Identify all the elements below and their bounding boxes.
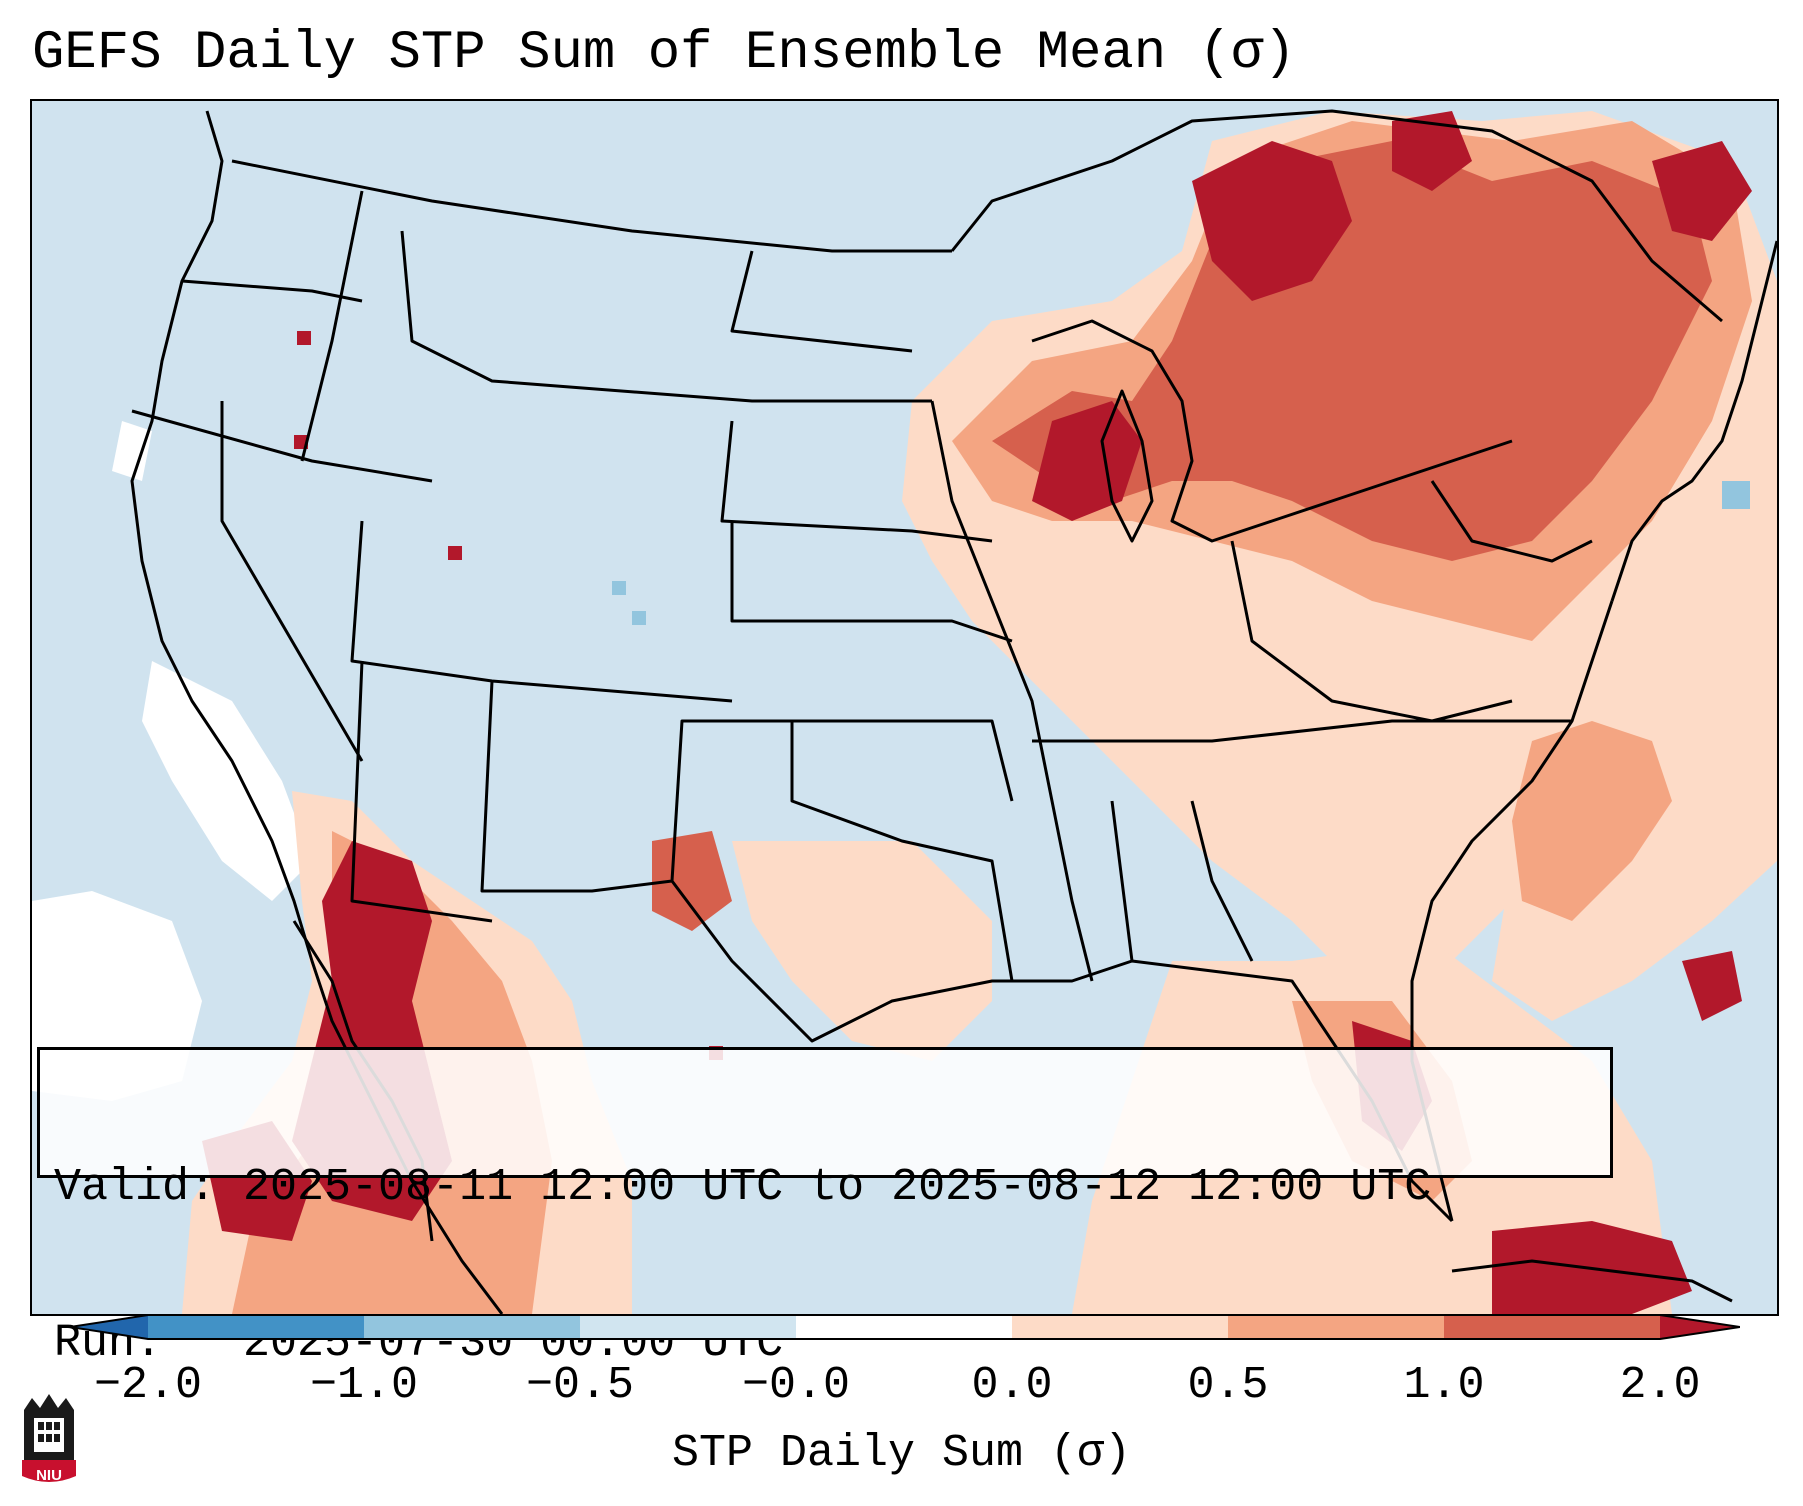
valid-time-text: Valid: 2025-08-11 12:00 UTC to 2025-08-1… — [54, 1162, 1432, 1213]
canada-border-west — [231, 159, 952, 253]
colorbar-segment — [1228, 1315, 1444, 1339]
colorbar-segment — [148, 1315, 364, 1339]
state-line-ny-pa — [1430, 480, 1593, 563]
state-line-nv — [220, 401, 364, 762]
tick-label: −2.0 — [93, 1360, 203, 1411]
anomaly-negative-colorado — [612, 581, 626, 595]
canada-border-east — [950, 109, 1723, 323]
state-line-ne-ks — [720, 420, 993, 543]
anomaly-maine-max — [1652, 141, 1752, 241]
colorbar — [69, 1314, 1741, 1340]
anomaly-field-layer — [32, 111, 1777, 1314]
niu-logo-icon — [22, 1394, 76, 1482]
tick-label: −0.5 — [525, 1360, 635, 1411]
state-line-tn-nc — [1032, 719, 1572, 743]
tick-label: −0.0 — [741, 1360, 851, 1411]
state-line-ca-or — [131, 409, 433, 483]
atlantic-northeast-coast — [1610, 240, 1777, 602]
near-zero-coast — [112, 421, 152, 481]
niu-logo-text: NIU — [36, 1467, 62, 1484]
valid-run-info-box: Valid: 2025-08-11 12:00 UTC to 2025-08-1… — [37, 1047, 1613, 1369]
colorbar-segment — [796, 1315, 1012, 1339]
lake-michigan — [1100, 389, 1154, 543]
state-line-az-nm — [350, 660, 493, 923]
anomaly-dot-idaho — [297, 331, 311, 345]
niu-logo: NIU — [20, 1390, 78, 1486]
colorbar-extend-high — [1660, 1315, 1740, 1339]
anomaly-atlantic-high — [1682, 951, 1742, 1021]
state-line-mississippi-river — [930, 400, 1094, 982]
tick-label: 2.0 — [1619, 1360, 1701, 1411]
state-line-al-ms — [1110, 800, 1134, 962]
tick-label: 1.0 — [1403, 1360, 1485, 1411]
state-line-ok-tx — [792, 719, 1014, 802]
state-line-id — [300, 190, 364, 462]
great-lakes-shore — [1031, 319, 1513, 543]
colorbar-segment — [1444, 1315, 1660, 1339]
anomaly-atlantic-mid — [1512, 721, 1672, 921]
state-line-mt-wy — [400, 230, 932, 403]
state-line-ks-ok — [730, 521, 1013, 643]
near-zero-california — [142, 661, 312, 901]
chart-title: GEFS Daily STP Sum of Ensemble Mean (σ) — [32, 23, 1296, 84]
colorbar-svg — [69, 1314, 1741, 1340]
anomaly-ontario-max — [1192, 141, 1352, 301]
anomaly-new-mexico — [652, 831, 732, 931]
cuba-coast — [1451, 1259, 1733, 1303]
state-line-ut-co — [350, 520, 733, 703]
tick-label: 0.5 — [1187, 1360, 1269, 1411]
state-line-tx-east — [790, 721, 1014, 982]
anomaly-negative-colorado-2 — [632, 611, 646, 625]
state-line-ga-al — [1190, 800, 1254, 962]
colorbar-extend-low — [70, 1315, 148, 1339]
colorbar-segment — [580, 1315, 796, 1339]
colorbar-segment — [364, 1315, 580, 1339]
colorbar-segment — [1012, 1315, 1228, 1339]
anomaly-dot-utah — [448, 546, 462, 560]
anomaly-texas-light — [732, 841, 992, 1061]
anomaly-wisconsin-max — [1032, 401, 1142, 521]
tick-label: −1.0 — [309, 1360, 419, 1411]
anomaly-quebec-max — [1392, 111, 1472, 191]
state-line-nd-sd — [730, 250, 913, 353]
state-line-or-wa — [181, 279, 363, 303]
colorbar-label: STP Daily Sum (σ) — [671, 1428, 1132, 1479]
state-line-nm-tx — [480, 680, 792, 893]
colorbar-ticks: −2.0 −1.0 −0.5 −0.0 0.0 0.5 1.0 2.0 — [0, 1360, 1803, 1420]
state-line-oh-pa — [1230, 540, 1513, 723]
tick-label: 0.0 — [971, 1360, 1053, 1411]
anomaly-negative-atlantic — [1722, 481, 1750, 509]
anomaly-great-lakes-high — [992, 141, 1712, 561]
